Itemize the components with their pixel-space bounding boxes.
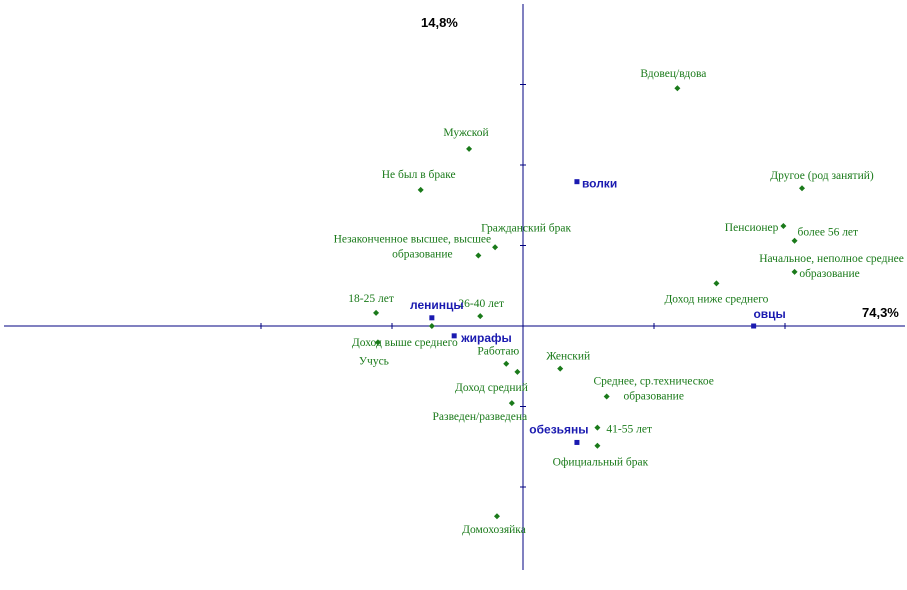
point-label: 18-25 лет — [348, 293, 394, 305]
square-marker — [574, 439, 580, 445]
square-marker — [451, 333, 457, 339]
diamond-marker — [791, 237, 798, 244]
point-label: ленинцы — [410, 298, 464, 312]
point-label: Не был в браке — [382, 169, 456, 181]
diamond-marker — [374, 339, 381, 346]
diamond-marker — [508, 400, 515, 407]
diamond-marker — [594, 424, 601, 431]
point-ленинцы: ленинцы — [410, 298, 464, 321]
point-label: Учусь — [359, 355, 389, 367]
point-label-line: Начальное, неполное среднее — [759, 253, 904, 265]
point-label: Мужской — [443, 127, 488, 139]
point-label: Доход средний — [455, 382, 528, 394]
point-label: Гражданский брак — [481, 222, 571, 234]
diamond-marker — [780, 222, 787, 229]
point-label: Вдовец/вдова — [640, 68, 706, 80]
point-домохозяйка: Домохозяйка — [462, 513, 526, 536]
point-доход-средний: Доход средний — [455, 368, 528, 394]
point-label: овцы — [753, 307, 785, 321]
point-гражданский-брак: Гражданский брак — [481, 222, 572, 251]
diamond-marker — [514, 368, 521, 375]
diamond-marker — [503, 360, 510, 367]
point-незаконченное-высшее-высшее-образование: Незаконченное высшее, высшее образование — [334, 233, 492, 260]
point-label: 41-55 лет — [606, 424, 652, 436]
category-points: Вдовец/вдова Мужской Не был в браке Другое … — [334, 68, 904, 536]
point-label-line: Среднее, ср.техническое — [594, 376, 714, 388]
point-label-line: образование — [392, 248, 452, 260]
point-не-был-в-браке: Не был в браке — [382, 169, 456, 193]
group-points: волки ленинцы жирафы овцы обезьяны — [410, 177, 786, 445]
point-женский: Женский — [546, 351, 590, 372]
point-пенсионер: Пенсионер — [725, 222, 787, 234]
point-26-40-лет: 26-40 лет — [458, 298, 504, 320]
diamond-marker — [594, 442, 601, 449]
diamond-marker — [475, 252, 482, 259]
square-marker — [574, 179, 580, 185]
point-волки: волки — [574, 177, 617, 191]
point-label: обезьяны — [529, 422, 588, 436]
point-label: Доход ниже среднего — [664, 293, 768, 305]
diamond-marker — [492, 244, 499, 251]
diamond-marker — [373, 309, 380, 316]
diamond-marker — [799, 185, 805, 192]
point-label: Другое (род занятий) — [770, 170, 874, 182]
point-другое-род-занятий: Другое (род занятий) — [770, 170, 874, 192]
point-доход-ниже-среднего: Доход ниже среднего — [664, 280, 769, 305]
point-label: волки — [582, 177, 617, 191]
point-label: Домохозяйка — [462, 524, 526, 536]
point-label-line: образование — [799, 268, 859, 280]
diamond-marker — [557, 365, 564, 372]
square-marker — [751, 323, 757, 329]
point-среднее-ср-техническое-образование: Среднее, ср.техническое образование — [594, 376, 714, 403]
axes — [4, 4, 905, 570]
point-label: 26-40 лет — [458, 298, 504, 310]
diamond-marker — [477, 313, 484, 320]
diamond-marker — [603, 393, 610, 400]
diamond-marker — [674, 85, 681, 92]
point-18-25-лет: 18-25 лет — [348, 293, 394, 316]
square-marker — [429, 315, 435, 321]
point-label-line: Незаконченное высшее, высшее — [334, 233, 492, 245]
point-учусь: Учусь — [359, 339, 389, 367]
point-мужской: Мужской — [443, 127, 489, 152]
point-доход-выше-среднего: Доход выше среднего — [352, 323, 458, 349]
point-label: Пенсионер — [725, 222, 779, 234]
diamond-marker — [493, 513, 500, 520]
point-начальное-неполное-среднее-образование: Начальное, неполное среднее образование — [759, 253, 904, 280]
point-официальный-брак: Официальный брак — [553, 442, 649, 469]
y-axis-inertia-label: 14,8% — [421, 15, 458, 30]
point-жирафы: жирафы — [451, 331, 512, 345]
diamond-marker — [466, 145, 473, 152]
point-label: Разведен/разведена — [433, 411, 528, 423]
point-label: Женский — [546, 351, 590, 363]
point-разведен-разведена: Разведен/разведена — [433, 400, 528, 423]
point-более-56-лет: более 56 лет — [791, 227, 859, 244]
point-label: Работаю — [477, 346, 519, 358]
diamond-marker — [791, 268, 798, 275]
point-label: жирафы — [460, 331, 512, 345]
diamond-marker — [417, 186, 424, 193]
point-label: более 56 лет — [798, 227, 859, 239]
x-axis-inertia-label: 74,3% — [862, 305, 899, 320]
axis-ticks — [260, 84, 786, 488]
point-овцы: овцы — [751, 307, 786, 329]
point-label: Доход выше среднего — [352, 337, 458, 349]
point-работаю: Работаю — [477, 346, 520, 367]
diamond-marker — [713, 280, 720, 287]
point-обезьяны: обезьяны — [529, 422, 589, 445]
point-41-55-лет: 41-55 лет — [594, 424, 652, 436]
point-label-line: образование — [623, 391, 683, 403]
point-label: Официальный брак — [553, 457, 649, 469]
diamond-marker — [428, 323, 435, 329]
point-вдовец-вдова: Вдовец/вдова — [640, 68, 706, 92]
